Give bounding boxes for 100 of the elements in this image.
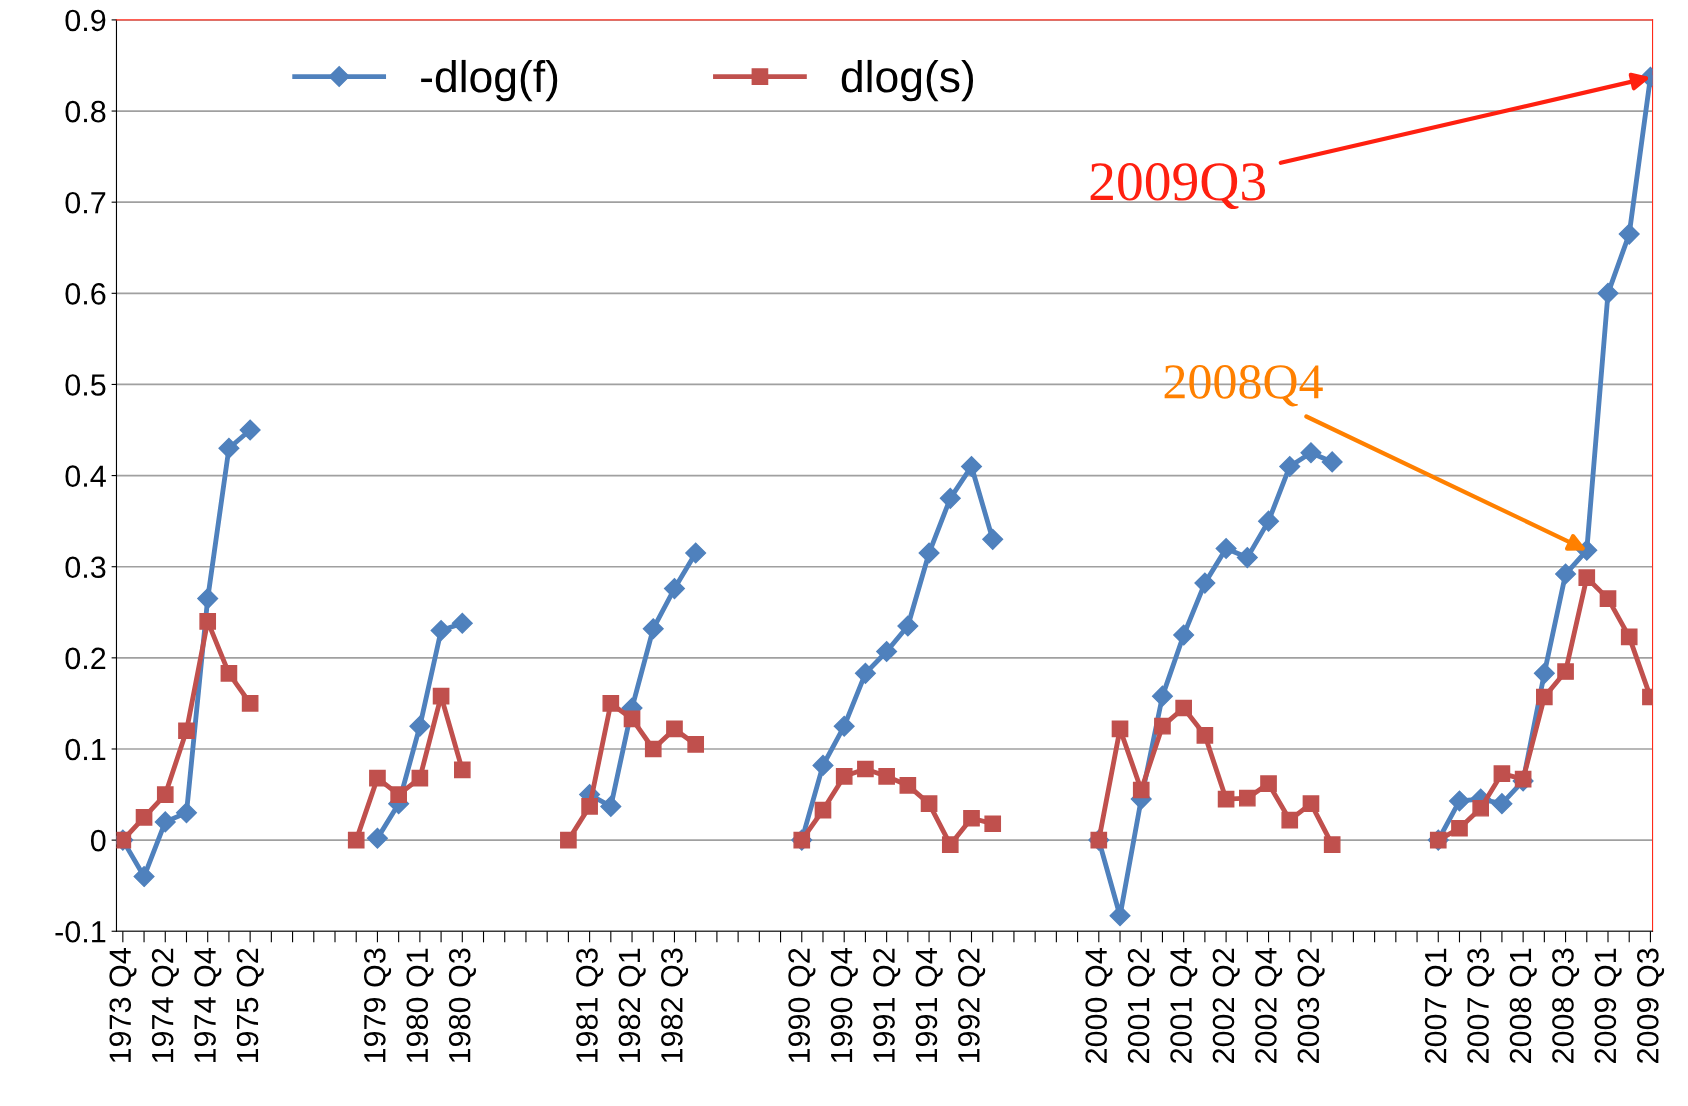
point — [1109, 905, 1131, 927]
y-tick-label: 0.9 — [65, 9, 106, 32]
point — [1557, 663, 1574, 680]
point — [218, 437, 240, 459]
point — [600, 795, 622, 817]
point — [857, 760, 874, 778]
point — [685, 542, 707, 564]
point — [1620, 628, 1638, 646]
y-tick-label: 0.4 — [65, 465, 106, 487]
x-tick-label: 2007 Q1 — [1424, 948, 1452, 1063]
point — [239, 419, 261, 441]
point — [963, 809, 980, 827]
x-tick-label: 2002 Q2 — [1212, 948, 1240, 1063]
point — [175, 802, 198, 824]
point — [833, 715, 855, 737]
point — [1472, 799, 1490, 817]
x-tick-label: 1974 Q2 — [151, 948, 179, 1063]
point — [878, 767, 895, 785]
point — [1215, 537, 1237, 560]
y-tick-label: 0.8 — [65, 100, 106, 123]
point — [1258, 510, 1280, 532]
point — [814, 801, 832, 819]
point — [220, 665, 238, 682]
point — [430, 619, 452, 642]
point — [1154, 717, 1171, 735]
annotation: 2008Q4 — [1164, 365, 1323, 407]
x-tick-label: 1992 Q2 — [958, 948, 986, 1063]
point — [812, 754, 834, 776]
x-tick-label: 1982 Q1 — [618, 948, 646, 1063]
point — [897, 615, 919, 637]
point — [687, 736, 705, 753]
point — [133, 866, 155, 888]
point — [1493, 765, 1511, 782]
point — [1451, 819, 1468, 837]
y-tick-label: 0.1 — [65, 738, 106, 761]
point — [1194, 572, 1216, 594]
x-tick-label: 2003 Q2 — [1297, 948, 1325, 1063]
x-tick-label: 1990 Q4 — [830, 948, 858, 1063]
x-tick-label: 1982 Q3 — [661, 948, 689, 1063]
point — [1597, 282, 1619, 304]
x-tick-label: 1991 Q2 — [873, 948, 901, 1063]
point — [1217, 790, 1235, 808]
x-tick-label: 1991 Q4 — [915, 948, 943, 1063]
point — [939, 487, 961, 509]
point — [1302, 795, 1320, 812]
point — [602, 695, 620, 712]
y-tick-label: 0.6 — [65, 283, 106, 305]
point — [644, 740, 662, 758]
point — [1279, 455, 1301, 477]
point — [1448, 790, 1471, 812]
point — [135, 808, 153, 826]
point — [1491, 793, 1513, 815]
point — [1321, 451, 1343, 473]
x-tick-label: 1975 Q2 — [236, 948, 264, 1063]
point — [241, 695, 259, 712]
point — [1323, 836, 1341, 854]
point — [1281, 811, 1299, 829]
point — [560, 831, 577, 849]
point — [1132, 781, 1150, 799]
point — [197, 588, 219, 610]
point — [1173, 624, 1195, 646]
point — [1260, 775, 1277, 792]
point — [1196, 726, 1214, 744]
point — [1300, 442, 1322, 464]
x-tick-label: 1980 Q3 — [448, 948, 476, 1063]
point — [854, 662, 876, 684]
y-tick-label: -0.1 — [55, 920, 106, 943]
annotation: 2009Q3 — [1090, 163, 1266, 210]
y-tick-label: 0.5 — [65, 374, 106, 396]
point — [623, 710, 641, 728]
legend-label: dlog(s) — [841, 59, 974, 102]
x-tick-label: 2009 Q3 — [1637, 948, 1665, 1063]
point — [390, 786, 407, 803]
point — [666, 720, 683, 738]
x-tick-label: 1981 Q3 — [576, 948, 604, 1063]
point — [918, 542, 940, 564]
x-tick-label: 2007 Q3 — [1467, 948, 1495, 1063]
x-tick-label: 2009 Q1 — [1594, 948, 1622, 1063]
point — [366, 827, 388, 849]
point — [663, 578, 685, 600]
y-tick-label: 0.2 — [65, 647, 106, 670]
y-tick-label: 0 — [90, 829, 106, 852]
x-tick-label: 2000 Q4 — [1085, 948, 1113, 1063]
point — [199, 613, 217, 630]
point — [1236, 547, 1258, 569]
point — [941, 836, 959, 854]
point — [432, 687, 450, 705]
point — [1238, 789, 1256, 807]
point — [1536, 688, 1553, 706]
point — [1578, 569, 1596, 586]
point — [154, 811, 176, 833]
point — [451, 612, 473, 634]
x-tick-label: 1973 Q4 — [109, 948, 137, 1063]
point — [178, 722, 195, 740]
point — [642, 618, 664, 640]
x-tick-label: 2001 Q2 — [1127, 948, 1155, 1063]
point — [1618, 223, 1640, 245]
point — [960, 455, 983, 477]
point — [581, 798, 598, 815]
point — [369, 769, 386, 787]
